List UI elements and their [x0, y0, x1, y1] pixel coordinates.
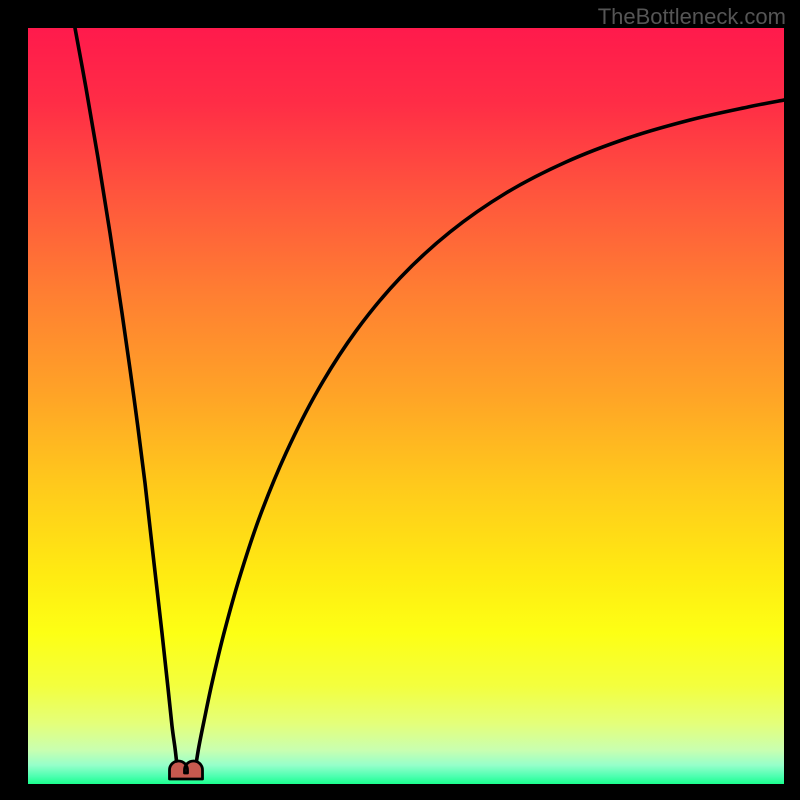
chart-container: TheBottleneck.com — [0, 0, 800, 800]
chart-svg — [28, 28, 784, 784]
plot-area — [28, 28, 784, 784]
notch-marker — [170, 761, 203, 779]
watermark-text: TheBottleneck.com — [598, 4, 786, 30]
